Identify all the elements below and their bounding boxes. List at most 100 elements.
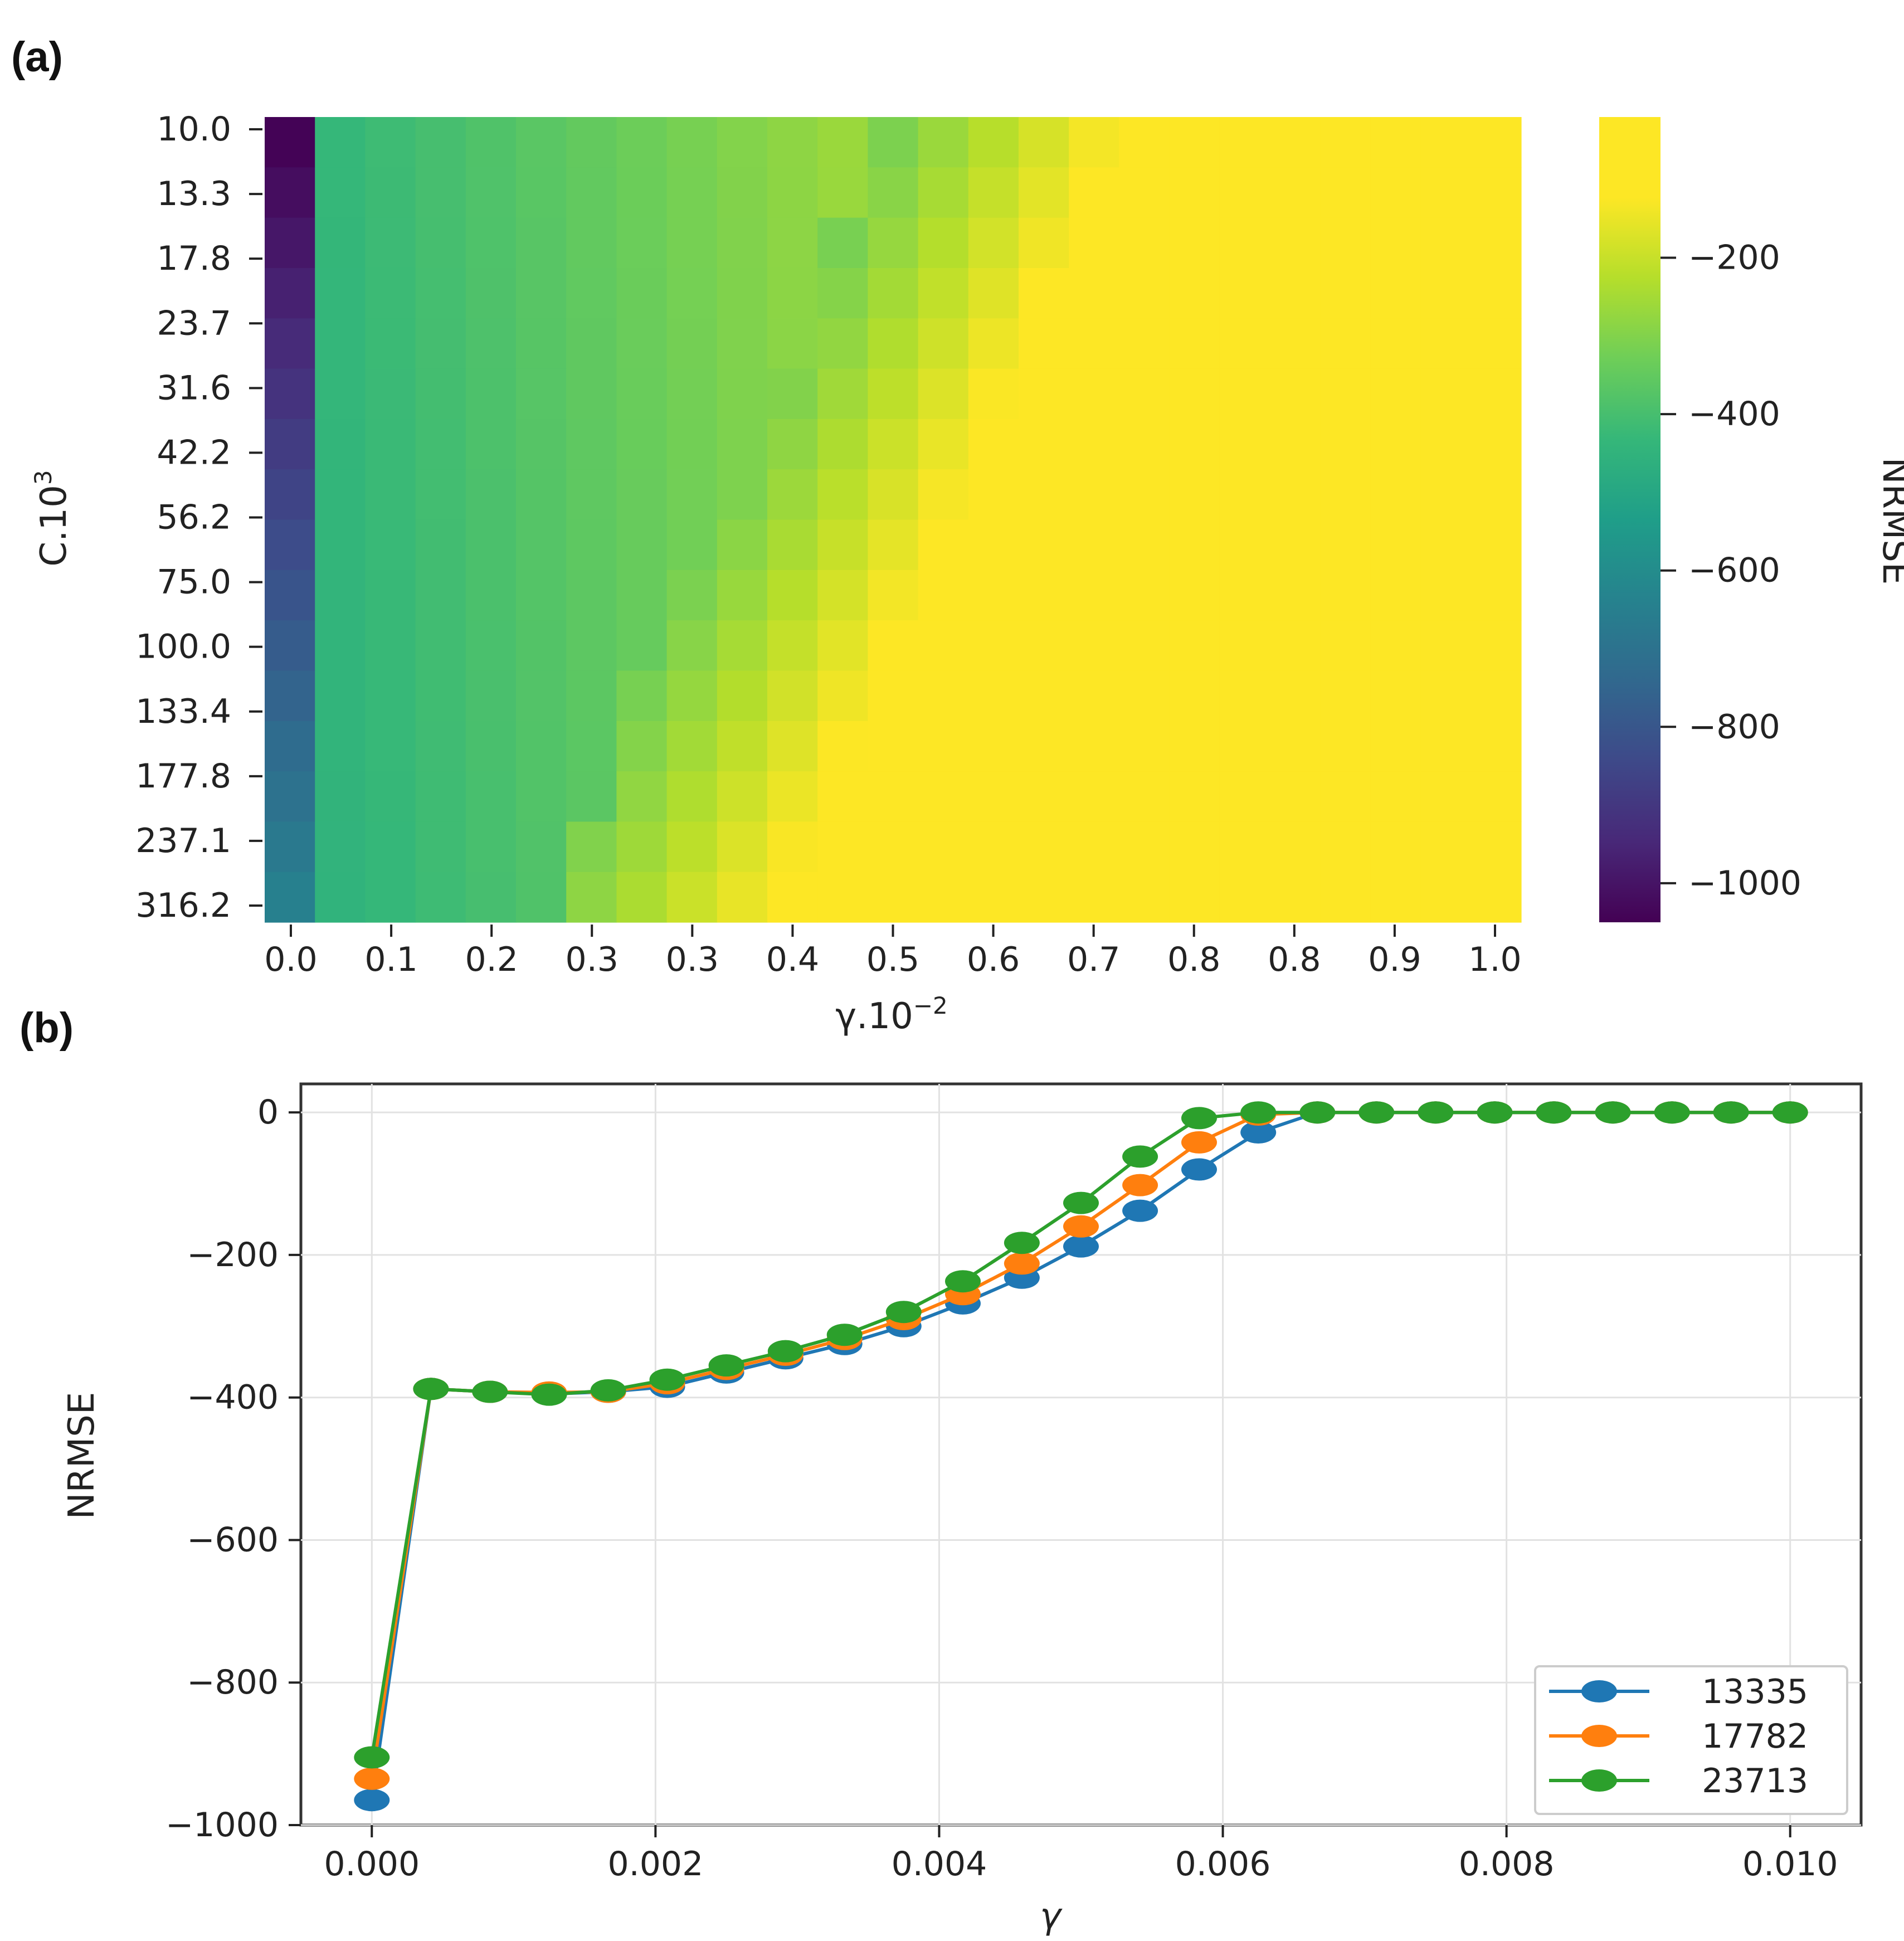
heatmap-cell	[817, 167, 868, 218]
heatmap-cell	[1169, 267, 1220, 319]
heatmap-cell	[1420, 469, 1472, 520]
heatmap-y-tick-label: 237.1	[135, 821, 231, 860]
heatmap-cell	[868, 570, 919, 621]
heatmap-cell	[767, 469, 818, 520]
heatmap-cell	[767, 318, 818, 369]
heatmap-cell	[1169, 721, 1220, 772]
heatmap-cell	[415, 872, 466, 923]
heatmap-cell	[1470, 821, 1522, 873]
heatmap-cell	[717, 570, 768, 621]
heatmap-cell	[918, 267, 969, 319]
heatmap-cell	[1320, 821, 1371, 873]
heatmap-x-tick-label: 0.3	[666, 940, 719, 979]
heatmap-cell	[817, 217, 868, 269]
heatmap-cell	[1219, 620, 1270, 672]
heatmap-cell	[1069, 469, 1119, 520]
heatmap-cell	[968, 570, 1019, 621]
heatmap-cell	[1420, 519, 1472, 571]
line-x-tick-label: 0.000	[324, 1845, 420, 1884]
heatmap-cell	[315, 469, 366, 520]
heatmap-cell	[315, 519, 366, 571]
heatmap-cell	[465, 872, 517, 923]
heatmap-cell	[666, 620, 718, 672]
heatmap-cell	[1320, 469, 1371, 520]
heatmap-cell	[918, 670, 969, 722]
heatmap-cell	[666, 519, 718, 571]
heatmap-cell	[465, 167, 517, 218]
heatmap-cell	[1270, 419, 1321, 470]
heatmap-cell	[365, 267, 416, 319]
heatmap-x-tick-label: 0.7	[1067, 940, 1120, 979]
heatmap-y-tick-label: 316.2	[135, 886, 231, 925]
heatmap-cell	[1320, 570, 1371, 621]
heatmap-x-tick-label: 0.8	[1167, 940, 1220, 979]
heatmap-cell	[968, 620, 1019, 672]
heatmap-cell	[1019, 771, 1069, 822]
heatmap-cell	[415, 117, 466, 168]
heatmap-cell	[465, 117, 517, 168]
series-point-23713	[1004, 1232, 1040, 1254]
heatmap-cell	[1019, 721, 1069, 772]
heatmap-x-tick-label: 1.0	[1468, 940, 1521, 979]
heatmap-cell	[1119, 167, 1170, 218]
series-point-23713	[945, 1270, 981, 1293]
heatmap-cell	[717, 167, 768, 218]
heatmap-cell	[767, 570, 818, 621]
heatmap-cell	[1119, 872, 1170, 923]
heatmap-cell	[968, 821, 1019, 873]
line-y-tick-label: −400	[187, 1378, 279, 1417]
heatmap-cell	[868, 117, 919, 168]
heatmap-cell	[1370, 771, 1421, 822]
heatmap-cell	[1119, 771, 1170, 822]
heatmap-cell	[1370, 419, 1421, 470]
heatmap-cell	[1069, 570, 1119, 621]
heatmap-cell	[968, 419, 1019, 470]
heatmap-cell	[918, 167, 969, 218]
heatmap-cell	[1019, 419, 1069, 470]
heatmap-cell	[1270, 167, 1321, 218]
heatmap-cell	[918, 117, 969, 168]
heatmap-cell	[918, 821, 969, 873]
heatmap-cell	[516, 318, 567, 369]
series-point-23713	[354, 1746, 390, 1769]
heatmap-cell	[1019, 519, 1069, 571]
heatmap-cell	[1270, 368, 1321, 420]
heatmap-cell	[968, 117, 1019, 168]
heatmap-cell	[1069, 318, 1119, 369]
heatmap-x-tick-label: 0.0	[264, 940, 317, 979]
heatmap-cell	[968, 368, 1019, 420]
heatmap-cell	[1320, 368, 1371, 420]
heatmap-y-tick-label: 13.3	[157, 174, 231, 213]
heatmap-cell	[1169, 872, 1220, 923]
heatmap-cell	[1169, 217, 1220, 269]
heatmap-cell	[415, 217, 466, 269]
heatmap-cell	[1169, 469, 1220, 520]
series-point-17782	[1063, 1215, 1099, 1238]
heatmap-cell	[1119, 117, 1170, 168]
heatmap-cell	[516, 117, 567, 168]
panel-a-label: (a)	[11, 33, 63, 81]
line-x-tick-label: 0.006	[1175, 1845, 1271, 1884]
heatmap-cell	[315, 771, 366, 822]
heatmap-cell	[1019, 167, 1069, 218]
heatmap-cell	[717, 217, 768, 269]
heatmap-cell	[1270, 267, 1321, 319]
heatmap-cell	[1370, 469, 1421, 520]
heatmap-cell	[1470, 217, 1522, 269]
heatmap-cell	[1019, 670, 1069, 722]
heatmap-cell	[1219, 670, 1270, 722]
series-point-23713	[1654, 1101, 1690, 1124]
heatmap-cell	[1219, 519, 1270, 571]
heatmap-cell	[817, 368, 868, 420]
heatmap-cell	[717, 117, 768, 168]
line-y-axis-title: NRMSE	[61, 1392, 103, 1520]
heatmap-cell	[1320, 872, 1371, 923]
heatmap-cell	[1069, 167, 1119, 218]
heatmap-cell	[516, 419, 567, 470]
heatmap-cell	[265, 821, 315, 873]
heatmap-cell	[1069, 267, 1119, 319]
panel-b-label: (b)	[20, 1004, 74, 1052]
series-point-23713	[531, 1383, 567, 1406]
heatmap-cell	[1119, 267, 1170, 319]
heatmap-cell	[918, 368, 969, 420]
